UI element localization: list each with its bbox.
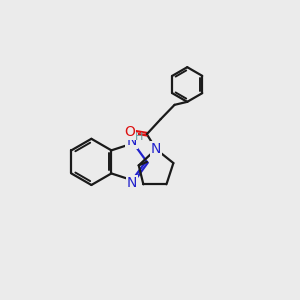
Text: N: N — [151, 142, 161, 156]
Text: O: O — [124, 125, 135, 139]
Text: H: H — [135, 132, 143, 142]
Text: N: N — [127, 176, 137, 190]
Text: N: N — [126, 134, 137, 148]
